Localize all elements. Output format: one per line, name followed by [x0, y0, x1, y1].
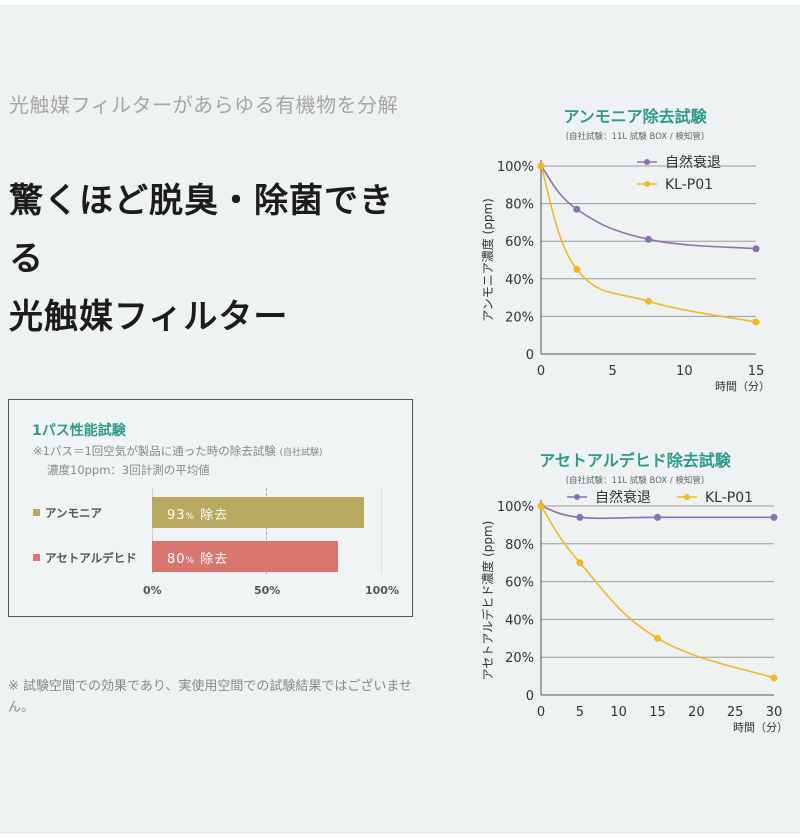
x-tick-label: 10 [676, 364, 693, 379]
y-tick-label: 60% [505, 235, 534, 250]
chart-title: アセトアルデヒド除去試験 [539, 451, 732, 470]
bottom-divider [0, 834, 800, 838]
x-tick-label: 30 [766, 705, 783, 720]
top-divider [0, 0, 800, 4]
x-tick-label: 0 [537, 705, 545, 720]
data-point [654, 634, 661, 642]
footnote: ※ 試験空間での効果であり、実使用空間での試験結果ではございません。 [8, 679, 412, 715]
chart-subtitle: (自社試験：11L 試験 BOX / 検知管) [566, 475, 705, 486]
headline-line-2: る [9, 239, 44, 279]
y-tick-label: 40% [505, 613, 534, 628]
x-tick-label: 5 [576, 705, 584, 720]
y-tick-label: 40% [505, 273, 534, 288]
series-line-0 [540, 165, 757, 250]
data-point [537, 162, 545, 170]
category-label-ammonia: アンモニア [33, 505, 102, 521]
x-tick-label: 20 [688, 705, 705, 720]
y-tick-label: 0 [526, 348, 534, 363]
y-tick-label: 20% [505, 310, 534, 325]
x-tick-label: 0 [537, 364, 545, 379]
y-tick-label: 100% [497, 500, 534, 515]
bar-acetaldehyde [152, 541, 338, 572]
x-tick-label: 25 [727, 705, 744, 720]
legend-marker [574, 494, 580, 500]
x-axis-label: 時間（分） [715, 380, 770, 393]
chart-subtitle: (自社試験：11L 試験 BOX / 検知管) [566, 131, 705, 142]
y-axis-label: アンモニア濃度 (ppm) [480, 198, 495, 322]
onepass-test-panel: 1パス性能試験 ※1パス＝1回空気が製品に通った時の除去試験 (自社試験) 濃度… [8, 399, 413, 617]
data-point [576, 513, 584, 521]
legend-label: 自然衰退 [595, 489, 651, 506]
legend-marker [644, 181, 650, 187]
headline-line-1: 驚くほど脱臭・除菌でき [9, 181, 394, 221]
data-point [770, 674, 778, 682]
legend-swatch-ammonia [33, 509, 40, 516]
bar-label-ammonia: 93% 除去 [167, 508, 229, 523]
series-line-1 [540, 165, 757, 323]
legend-marker [644, 159, 650, 165]
acetaldehyde-chart-svg: アセトアルデヒド除去試験 (自社試験：11L 試験 BOX / 検知管) 0 20% 4… [480, 451, 788, 734]
tick-50: 50% [254, 584, 281, 597]
bar-label-acetaldehyde: 80% 除去 [167, 552, 229, 567]
data-point [573, 205, 581, 213]
legend-label: 自然衰退 [665, 154, 721, 171]
data-point [645, 297, 652, 305]
onepass-note: ※1パス＝1回空気が製品に通った時の除去試験 (自社試験) [33, 443, 322, 459]
y-tick-label: 100% [497, 160, 534, 175]
ammonia-chart-svg: アンモニア除去試験 (自社試験：11L 試験 BOX / 検知管) 0 20% 40% 6… [480, 107, 770, 393]
data-point [654, 513, 661, 521]
headline: 驚くほど脱臭・除菌でき る 光触媒フィルター [9, 172, 419, 346]
y-axis-label: アセトアルデヒド濃度 (ppm) [480, 521, 495, 681]
data-point [576, 559, 584, 567]
data-point [537, 502, 545, 510]
series-line-1 [540, 505, 775, 679]
data-point [752, 318, 760, 326]
y-tick-label: 60% [505, 576, 534, 591]
legend-label: KL-P01 [705, 490, 753, 506]
onepass-concentration-note: 濃度10ppm：3回計測の平均値 [47, 463, 210, 477]
data-point [752, 245, 760, 253]
headline-line-3: 光触媒フィルター [9, 297, 289, 337]
legend-label: KL-P01 [665, 177, 713, 193]
bar-ammonia [152, 497, 364, 528]
data-point [645, 235, 652, 243]
y-tick-label: 0 [526, 689, 534, 704]
grid-line-0 [152, 488, 153, 574]
category-label-acetaldehyde: アセトアルデヒド [33, 550, 137, 566]
onepass-note-text: ※1パス＝1回空気が製品に通った時の除去試験 [33, 444, 276, 458]
x-tick-label: 10 [610, 705, 627, 720]
series-line-0 [540, 505, 774, 520]
grid-line-50 [266, 488, 267, 574]
x-tick-label: 15 [748, 364, 765, 379]
x-tick-label: 5 [609, 364, 617, 379]
tick-0: 0% [143, 584, 162, 597]
grid-line-100 [381, 488, 382, 574]
onepass-note-small: (自社試験) [279, 448, 323, 458]
ammonia-chart: アンモニア除去試験 (自社試験：11L 試験 BOX / 検知管) 0 20% 40% 6… [470, 104, 800, 404]
intro-text: 光触媒フィルターがあらゆる有機物を分解 [9, 93, 399, 117]
x-tick-label: 15 [649, 705, 666, 720]
x-axis-label: 時間（分） [733, 721, 788, 734]
chart-title: アンモニア除去試験 [563, 107, 707, 126]
data-point [770, 513, 778, 521]
legend-marker [684, 494, 690, 500]
y-tick-label: 80% [505, 198, 534, 213]
y-tick-label: 80% [505, 538, 534, 553]
y-tick-label: 20% [505, 651, 534, 666]
acetaldehyde-chart: アセトアルデヒド除去試験 (自社試験：11L 試験 BOX / 検知管) 0 20% 4… [470, 444, 800, 754]
legend-swatch-acetaldehyde [33, 554, 40, 561]
data-point [573, 265, 581, 273]
onepass-title: 1パス性能試験 [32, 423, 126, 439]
tick-100: 100% [365, 584, 399, 597]
